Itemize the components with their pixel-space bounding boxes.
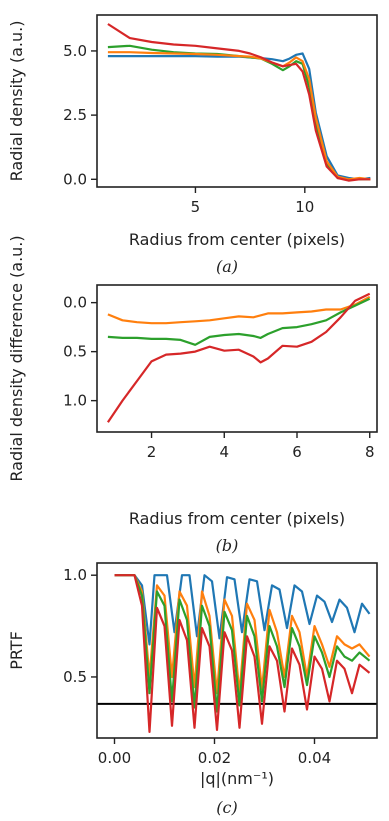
y-tick-label: 0.5 — [63, 343, 87, 361]
series-line-2 — [107, 44, 371, 181]
y-tick-label: 0.0 — [63, 170, 87, 188]
plot-frame — [96, 284, 378, 433]
x-axis-label: Radius from center (pixels) — [129, 509, 345, 528]
plot-frame — [96, 14, 378, 188]
series-line-4 — [107, 23, 371, 182]
chart-panel-a: 5 10 0.0 2.5 5.0 Radius from center (pixels) R… — [7, 14, 378, 276]
x-tick-label: 0.04 — [298, 749, 331, 767]
x-tick-label: 8 — [365, 443, 375, 461]
x-tick-label: 0.02 — [198, 749, 231, 767]
series-line-2 — [107, 297, 371, 346]
chart-panel-c: 0.00 0.02 0.04 0.5 1.0 |q|(nm⁻¹) PRTF (c) — [7, 562, 378, 817]
x-axis-label: Radius from center (pixels) — [129, 230, 345, 249]
y-tick-label: 2.5 — [63, 106, 87, 124]
series-line-1 — [107, 52, 371, 181]
y-tick-label: 5.0 — [63, 42, 87, 60]
x-tick-label: 0.00 — [98, 749, 131, 767]
series-line-2 — [114, 574, 371, 695]
x-tick-label: 4 — [219, 443, 229, 461]
chart-panel-b: 2 4 6 8 0.0 0.5 1.0 Radius from center (pixels)… — [7, 235, 378, 555]
y-axis-label: PRTF — [7, 631, 26, 670]
series-line-3 — [106, 292, 371, 423]
x-tick-label: 2 — [147, 443, 157, 461]
y-tick-label: 0.0 — [63, 294, 87, 312]
x-axis-label: |q|(nm⁻¹) — [200, 769, 274, 788]
y-tick-label: 0.5 — [63, 668, 87, 686]
panel-label: (a) — [216, 257, 238, 276]
panel-label: (b) — [216, 536, 239, 555]
x-tick-label: 6 — [292, 443, 302, 461]
y-tick-label: 1.0 — [63, 392, 87, 410]
y-tick-label: 1.0 — [63, 566, 87, 584]
x-tick-label: 5 — [191, 198, 201, 216]
series-line-3 — [114, 574, 371, 713]
x-tick-label: 10 — [295, 198, 314, 216]
series-line-1 — [107, 295, 371, 325]
y-axis-label: Radial density (a.u.) — [7, 21, 26, 182]
plot-frame — [96, 562, 378, 739]
y-axis-label: Radial density difference (a.u.) — [7, 235, 26, 481]
panel-label: (c) — [216, 798, 237, 817]
series-line-4 — [114, 574, 371, 734]
series-line-3 — [107, 51, 371, 181]
